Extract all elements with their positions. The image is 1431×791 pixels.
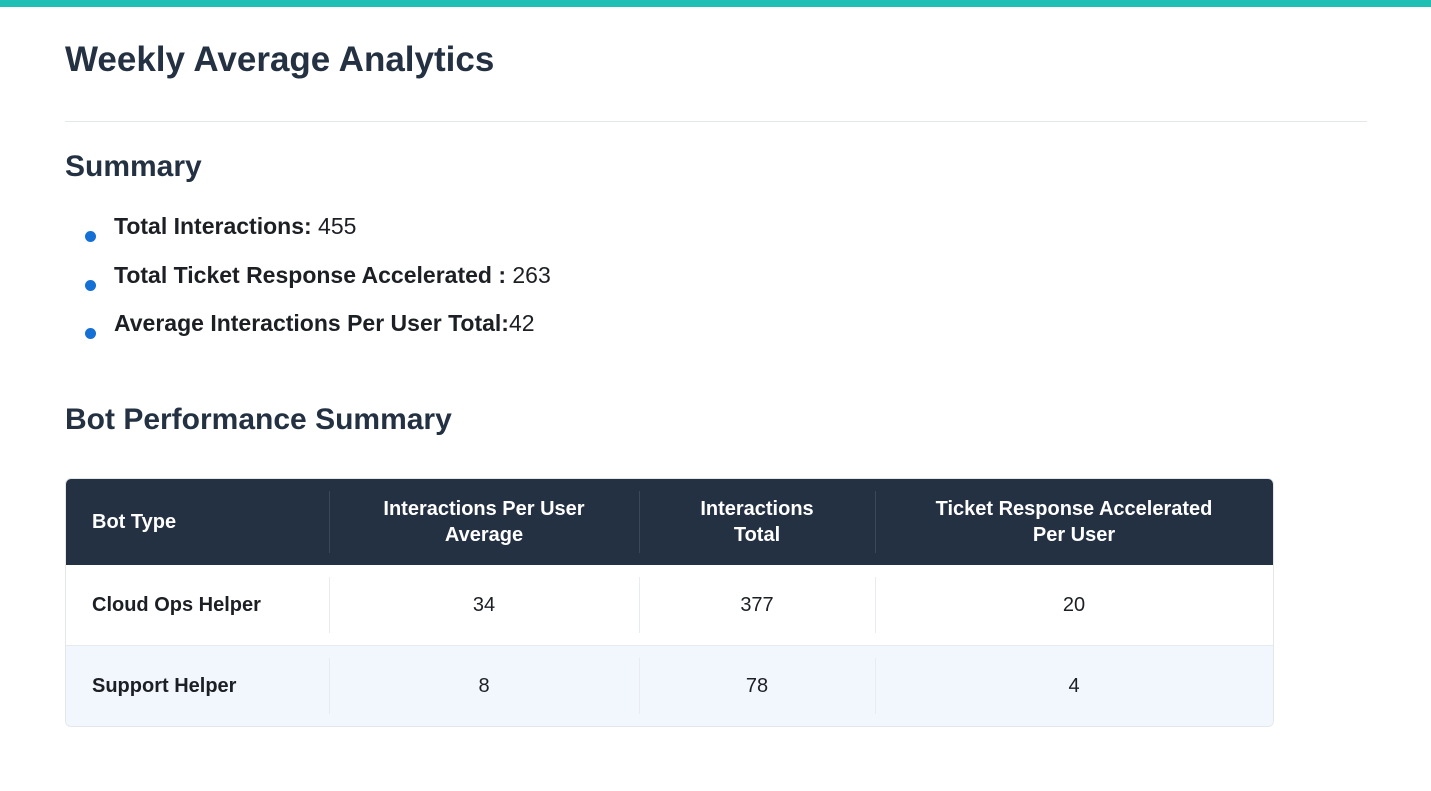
cell-bot-type: Cloud Ops Helper <box>66 565 329 646</box>
table-row: Cloud Ops Helper 34 377 20 <box>66 565 1273 646</box>
top-accent-bar <box>0 0 1431 7</box>
summary-list: Total Interactions: 455 Total Ticket Res… <box>85 213 551 359</box>
header-line: Average <box>444 524 524 546</box>
bot-performance-table: Bot Type Interactions Per User Average In… <box>65 478 1274 727</box>
header-interactions-total: Interactions Total <box>639 479 875 565</box>
cell-interactions-per-user: 8 <box>329 646 639 726</box>
header-bot-type: Bot Type <box>66 479 329 565</box>
title-divider <box>65 121 1367 122</box>
summary-title: Summary <box>65 150 202 183</box>
header-line: Total <box>733 524 781 546</box>
summary-value: 42 <box>508 310 535 336</box>
summary-item-total-interactions: Total Interactions: 455 <box>85 213 551 262</box>
bullet-icon <box>85 231 96 242</box>
cell-interactions-total: 78 <box>639 646 875 726</box>
summary-item-ticket-response: Total Ticket Response Accelerated : 263 <box>85 262 551 311</box>
header-line: Interactions <box>700 498 814 520</box>
cell-ticket-response: 4 <box>875 646 1273 726</box>
header-line: Per User <box>1032 524 1116 546</box>
header-line: Interactions Per User <box>383 498 585 520</box>
summary-item-average-interactions: Average Interactions Per User Total:42 <box>85 310 551 359</box>
bot-performance-title: Bot Performance Summary <box>65 403 452 436</box>
summary-label: Average Interactions Per User Total: <box>114 310 509 336</box>
summary-value: 263 <box>506 261 551 288</box>
summary-label: Total Interactions: <box>114 213 312 239</box>
cell-interactions-per-user: 34 <box>329 565 639 646</box>
cell-bot-type: Support Helper <box>66 646 329 726</box>
header-line: Ticket Response Accelerated <box>935 498 1213 520</box>
table-header-row: Bot Type Interactions Per User Average In… <box>66 479 1273 565</box>
bullet-icon <box>85 279 96 291</box>
header-ticket-response-accelerated: Ticket Response Accelerated Per User <box>875 479 1273 565</box>
header-interactions-per-user-average: Interactions Per User Average <box>329 479 639 565</box>
table-row: Support Helper 8 78 4 <box>66 646 1273 726</box>
header-line: Bot Type <box>92 511 177 533</box>
cell-ticket-response: 20 <box>875 565 1273 646</box>
cell-interactions-total: 377 <box>639 565 875 646</box>
summary-value: 455 <box>311 213 357 239</box>
bullet-icon <box>85 328 96 339</box>
page-title: Weekly Average Analytics <box>65 40 495 79</box>
summary-label: Total Ticket Response Accelerated : <box>114 261 506 288</box>
